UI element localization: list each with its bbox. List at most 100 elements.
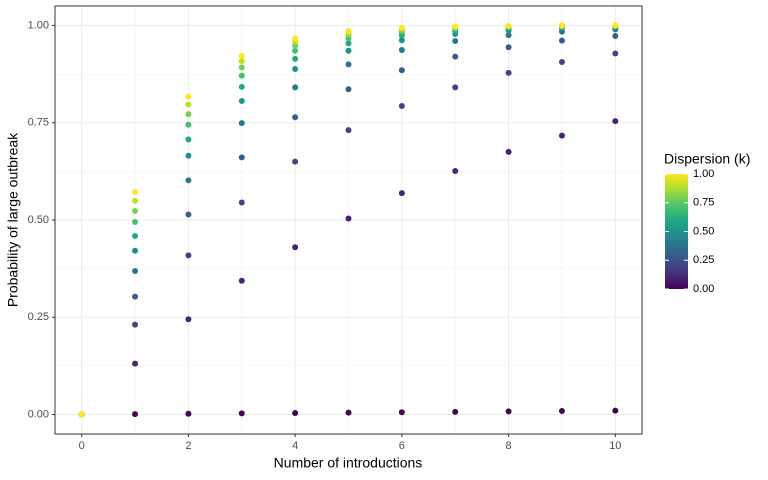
y-tick-label: 1.00 [28, 19, 49, 31]
point [345, 127, 352, 134]
point [398, 46, 405, 53]
x-tick-label: 4 [292, 440, 298, 452]
point [238, 154, 245, 161]
point [292, 42, 299, 49]
point [132, 197, 139, 204]
point [505, 69, 512, 76]
point [505, 22, 512, 29]
point [612, 32, 619, 39]
point [505, 408, 512, 415]
point [238, 72, 245, 79]
point [185, 410, 192, 417]
point [345, 86, 352, 93]
point [238, 97, 245, 104]
point [238, 52, 245, 59]
y-tick-label: 0.00 [28, 408, 49, 420]
point [558, 37, 565, 44]
point [185, 121, 192, 128]
point [292, 66, 299, 73]
point [238, 410, 245, 417]
point [185, 101, 192, 108]
point [558, 408, 565, 415]
point [132, 218, 139, 225]
point [398, 24, 405, 31]
colorbar-tick-label: 0.75 [693, 197, 714, 209]
point [185, 111, 192, 118]
point [558, 22, 565, 29]
point [292, 114, 299, 121]
point [505, 32, 512, 39]
point [132, 232, 139, 239]
point [292, 55, 299, 62]
y-axis-title: Probability of large outbreak [5, 132, 21, 307]
point [185, 177, 192, 184]
point [132, 208, 139, 215]
point [558, 132, 565, 139]
colorbar-tick-label: 0.00 [693, 283, 714, 295]
x-axis-title: Number of introductions [274, 455, 423, 471]
point [345, 61, 352, 68]
point [505, 44, 512, 51]
colorbar-tick-label: 1.00 [693, 168, 714, 180]
point [292, 158, 299, 165]
y-tick-label: 0.50 [28, 214, 49, 226]
point [558, 59, 565, 66]
point [238, 83, 245, 90]
point [132, 188, 139, 195]
point [452, 84, 459, 91]
point [612, 22, 619, 29]
point [132, 293, 139, 300]
colorbar [665, 174, 688, 289]
point [292, 84, 299, 91]
point [452, 38, 459, 45]
point [185, 152, 192, 159]
point [132, 360, 139, 367]
point [238, 277, 245, 284]
point [132, 321, 139, 328]
point [185, 316, 192, 323]
point [238, 199, 245, 206]
y-tick-label: 0.75 [28, 117, 49, 129]
point [292, 409, 299, 416]
panel-border [54, 5, 643, 435]
point [238, 120, 245, 127]
point [345, 409, 352, 416]
point [132, 267, 139, 274]
x-tick-label: 0 [79, 440, 85, 452]
point [345, 27, 352, 34]
x-tick-label: 2 [185, 440, 191, 452]
point [185, 211, 192, 218]
point [132, 247, 139, 254]
point [452, 23, 459, 30]
point [398, 409, 405, 416]
point [78, 411, 85, 418]
point [345, 40, 352, 47]
point [398, 37, 405, 44]
y-tick-label: 0.25 [28, 311, 49, 323]
point [452, 53, 459, 60]
point [292, 35, 299, 42]
point [238, 64, 245, 71]
point [292, 47, 299, 54]
point [398, 190, 405, 197]
point [185, 93, 192, 100]
point [238, 58, 245, 65]
point [505, 148, 512, 155]
x-tick-label: 8 [506, 440, 512, 452]
point [132, 411, 139, 418]
point [345, 47, 352, 54]
colorbar-tick-label: 0.50 [693, 225, 714, 237]
x-tick-label: 10 [609, 440, 621, 452]
colorbar-tick-label: 0.25 [693, 254, 714, 266]
point [345, 215, 352, 222]
point [185, 252, 192, 259]
point [398, 102, 405, 109]
point [398, 67, 405, 74]
point [612, 118, 619, 125]
point [452, 167, 459, 174]
legend-title: Dispersion (k) [664, 151, 750, 167]
point [612, 50, 619, 57]
point [612, 407, 619, 414]
point [185, 136, 192, 143]
